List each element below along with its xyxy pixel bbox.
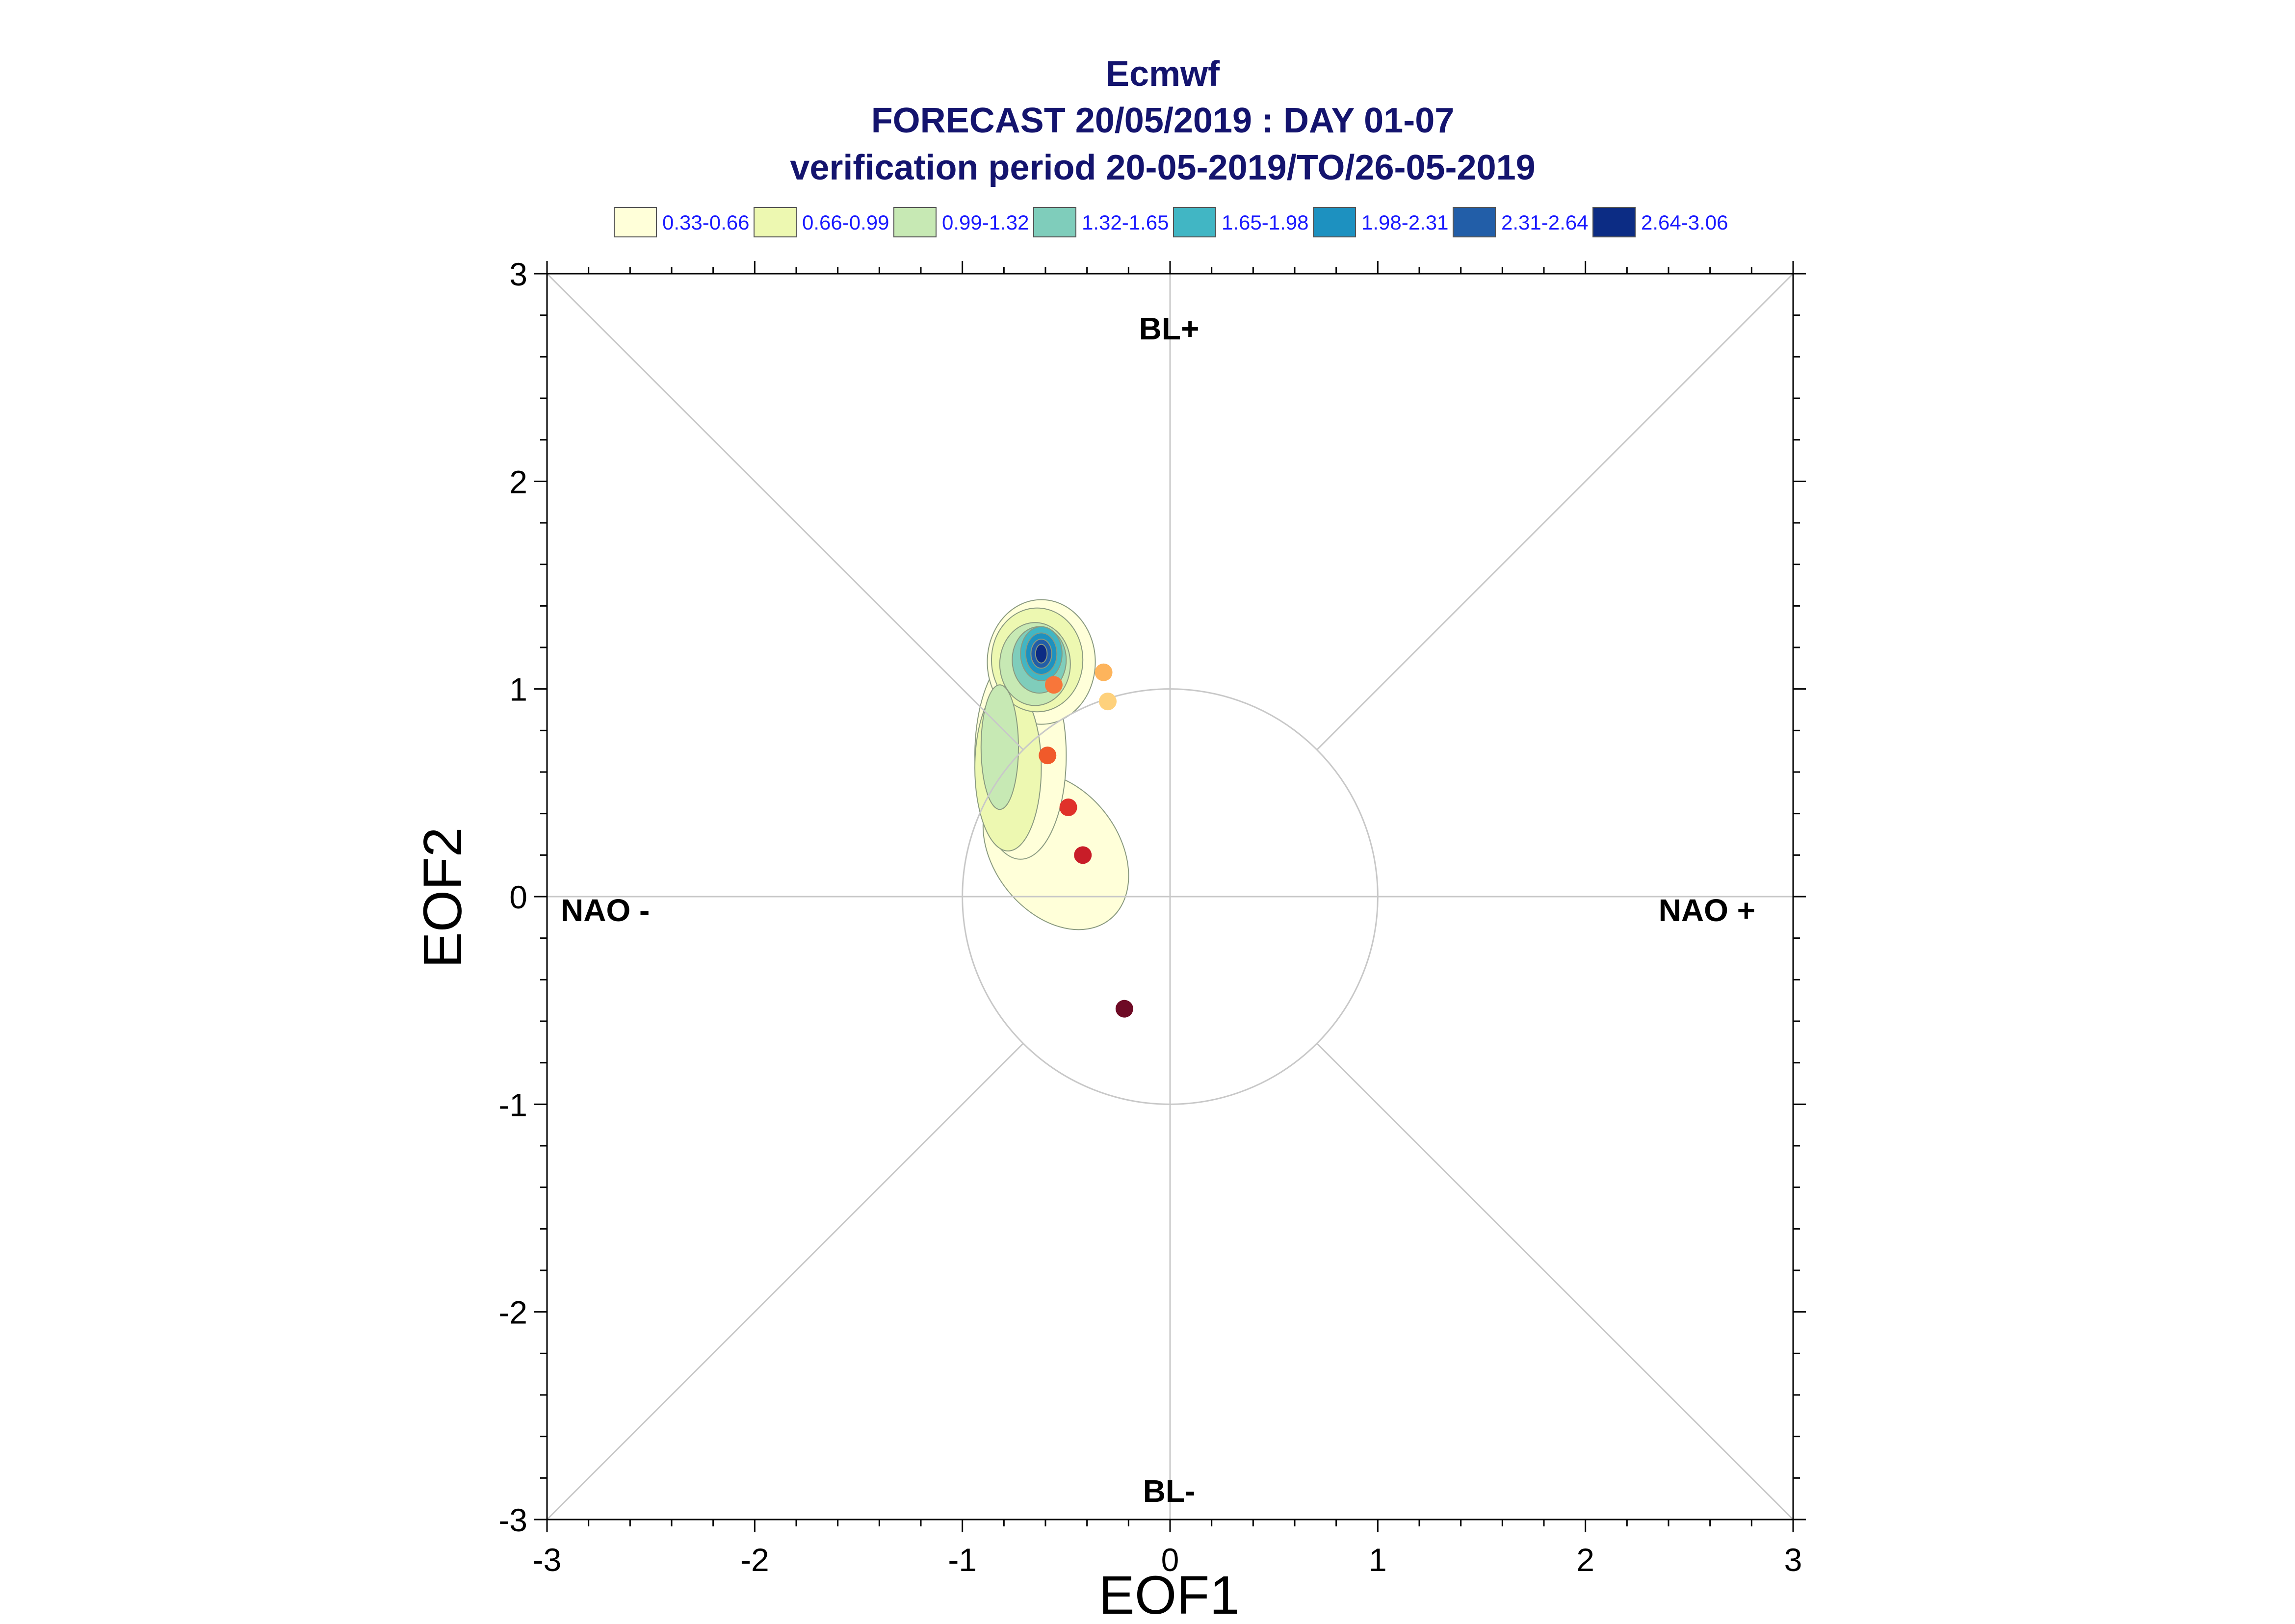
legend-swatch bbox=[1453, 207, 1496, 237]
forecast-point bbox=[1095, 663, 1113, 681]
forecast-point bbox=[1039, 747, 1057, 765]
legend-swatch bbox=[1313, 207, 1356, 237]
unit-circle bbox=[962, 688, 1379, 1105]
forecast-point bbox=[1074, 846, 1092, 864]
legend-label: 0.99-1.32 bbox=[942, 211, 1029, 234]
y-tick-label: 1 bbox=[509, 671, 527, 708]
title-line-3: verification period 20-05-2019/TO/26-05-… bbox=[790, 148, 1535, 187]
forecast-points bbox=[1039, 663, 1133, 1018]
density-level-3 bbox=[980, 684, 1019, 810]
diagonal-line bbox=[1316, 1043, 1794, 1521]
axis-ticks: -3 -2 -1 0 1 2 3 -3 -2 -1 0 1 2 3 bbox=[498, 256, 1806, 1578]
diagonal-line bbox=[546, 273, 1024, 750]
y-axis-title: EOF2 bbox=[413, 827, 473, 968]
x-tick-label: -3 bbox=[533, 1542, 562, 1578]
diagonal-line bbox=[1316, 273, 1794, 750]
regime-label-left: NAO - bbox=[561, 893, 650, 928]
forecast-point bbox=[1099, 693, 1117, 711]
legend-swatch bbox=[1033, 207, 1076, 237]
title-line-2: FORECAST 20/05/2019 : DAY 01-07 bbox=[871, 101, 1455, 140]
legend-label: 2.64-3.06 bbox=[1641, 211, 1728, 234]
legend-label: 0.66-0.99 bbox=[802, 211, 889, 234]
guide-lines bbox=[546, 273, 1794, 1521]
y-tick-label: -3 bbox=[498, 1502, 527, 1538]
chart-title: Ecmwf FORECAST 20/05/2019 : DAY 01-07 ve… bbox=[790, 54, 1535, 187]
density-contours bbox=[974, 599, 1129, 930]
y-tick-label: -2 bbox=[498, 1294, 527, 1331]
forecast-point bbox=[1115, 1000, 1133, 1018]
x-axis-title: EOF1 bbox=[1098, 1565, 1239, 1624]
legend-swatch bbox=[614, 207, 657, 237]
legend-label: 1.98-2.31 bbox=[1361, 211, 1448, 234]
y-tick-label: 2 bbox=[509, 464, 527, 500]
legend-swatch bbox=[754, 207, 797, 237]
legend-label: 0.33-0.66 bbox=[662, 211, 749, 234]
x-tick-label: 1 bbox=[1369, 1542, 1387, 1578]
forecast-point bbox=[1044, 676, 1063, 694]
diagonal-line bbox=[546, 1043, 1024, 1521]
x-tick-label: -2 bbox=[740, 1542, 769, 1578]
y-tick-label: -1 bbox=[498, 1086, 527, 1123]
density-legend: 0.33-0.66 0.66-0.99 0.99-1.32 1.32-1.65 1.65… bbox=[614, 207, 1728, 237]
legend-swatch bbox=[893, 207, 937, 237]
density-level-8 bbox=[1035, 644, 1048, 664]
y-tick-label: 0 bbox=[509, 879, 527, 915]
title-line-1: Ecmwf bbox=[1106, 54, 1220, 94]
legend-label: 1.65-1.98 bbox=[1222, 211, 1308, 234]
plot-area: -3 -2 -1 0 1 2 3 -3 -2 -1 0 1 2 3 bbox=[498, 256, 1806, 1578]
x-tick-label: 2 bbox=[1576, 1542, 1594, 1578]
legend-label: 2.31-2.64 bbox=[1501, 211, 1588, 234]
regime-label-bottom: BL- bbox=[1143, 1473, 1196, 1509]
x-tick-label: 3 bbox=[1784, 1542, 1802, 1578]
legend-label: 1.32-1.65 bbox=[1082, 211, 1169, 234]
x-tick-label: 0 bbox=[1161, 1542, 1179, 1578]
legend-swatch bbox=[1173, 207, 1216, 237]
forecast-point bbox=[1059, 798, 1077, 816]
legend-swatch bbox=[1592, 207, 1636, 237]
regime-label-top: BL+ bbox=[1139, 311, 1200, 346]
regime-label-right: NAO + bbox=[1659, 893, 1755, 928]
x-tick-label: -1 bbox=[948, 1542, 977, 1578]
y-tick-label: 3 bbox=[509, 256, 527, 292]
